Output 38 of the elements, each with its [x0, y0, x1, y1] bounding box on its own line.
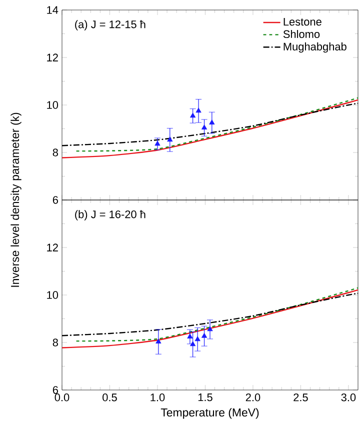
y-axis-title: Inverse level density parameter (k)	[10, 112, 22, 287]
point	[190, 112, 196, 118]
point	[154, 140, 160, 146]
point	[167, 136, 173, 142]
y-tick-label: 10	[47, 291, 58, 299]
point	[201, 332, 208, 338]
line-series	[61, 289, 359, 348]
x-tick-label: 1.5	[198, 394, 212, 402]
point	[209, 120, 215, 125]
line-series	[61, 99, 359, 158]
x-tick-label: 2.5	[294, 394, 308, 402]
x-tick-label: 2.0	[246, 394, 260, 402]
x-tick-label: 0.0	[54, 394, 70, 402]
y-tick-label: 12	[47, 54, 58, 62]
x-tick-label: 3.0	[341, 394, 356, 402]
y-tick-label: 12	[47, 244, 58, 252]
y-tick-label: 14	[47, 6, 58, 14]
line-series	[76, 97, 359, 152]
y-tick-label: 8	[52, 148, 58, 156]
annotation: (a) J = 12-15 ħ	[75, 20, 146, 30]
legend-label: Mughabghab	[284, 42, 346, 53]
legend-label: Shlomo	[283, 30, 320, 38]
point	[207, 326, 213, 332]
x-axis-title: Temperature (MeV)	[160, 408, 259, 419]
point	[156, 338, 162, 344]
y-tick-label: 6	[52, 196, 58, 204]
legend-label: Lestone	[284, 18, 322, 26]
point	[190, 341, 196, 346]
point	[187, 334, 193, 338]
x-tick-label: 1.0	[150, 394, 165, 402]
y-tick-label: 6	[52, 386, 58, 394]
y-tick-label: 10	[47, 101, 58, 109]
point	[196, 108, 202, 113]
point	[201, 124, 208, 130]
annotation: (b) J = 16-20 ħ	[75, 210, 146, 220]
x-tick-label: 0.5	[102, 394, 117, 402]
y-tick-label: 8	[52, 338, 58, 346]
point	[194, 336, 200, 342]
